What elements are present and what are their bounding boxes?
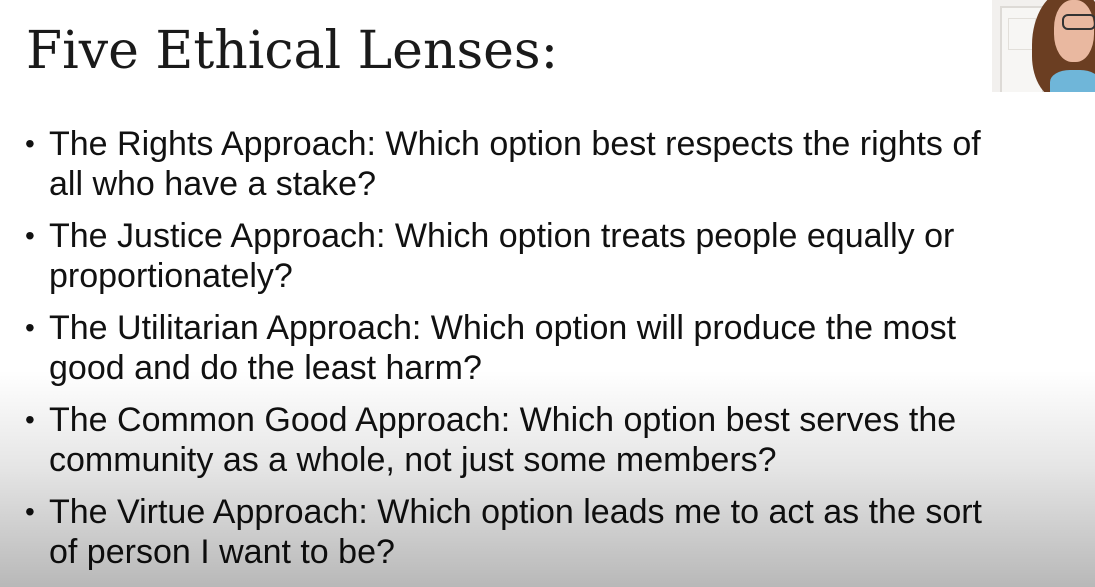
presenter-webcam-thumbnail [992,0,1095,92]
bullet-line: The Justice Approach: Which option treat… [49,217,955,255]
bullet-icon: • [25,404,35,435]
list-item: • The Virtue Approach: Which option lead… [22,492,1082,572]
bullet-line: of person I want to be? [49,533,395,571]
bullet-line: The Utilitarian Approach: Which option w… [49,309,957,347]
bullet-line: good and do the least harm? [49,349,482,387]
presenter-shirt [1050,70,1095,92]
presenter-face [1054,0,1094,62]
list-item: • The Common Good Approach: Which option… [22,400,1082,480]
list-item: • The Rights Approach: Which option best… [22,124,1082,204]
bullet-icon: • [25,312,35,343]
bullet-line: all who have a stake? [49,165,376,203]
list-item: • The Justice Approach: Which option tre… [22,216,1082,296]
bullet-line: proportionately? [49,257,293,295]
bullet-icon: • [25,496,35,527]
bullet-line: The Virtue Approach: Which option leads … [49,493,982,531]
list-item: • The Utilitarian Approach: Which option… [22,308,1082,388]
slide-title: Five Ethical Lenses: [26,21,559,81]
bullet-line: The Common Good Approach: Which option b… [49,401,957,439]
bullet-line: The Rights Approach: Which option best r… [49,125,981,163]
bullet-icon: • [25,128,35,159]
bullet-icon: • [25,220,35,251]
lenses-list: • The Rights Approach: Which option best… [22,124,1082,584]
bullet-line: community as a whole, not just some memb… [49,441,777,479]
glasses-icon [1062,14,1095,30]
